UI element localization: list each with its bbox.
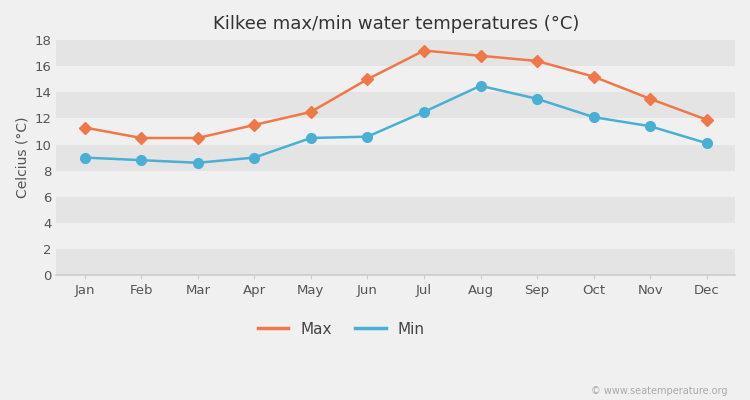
Min	[532, 96, 542, 101]
Min	[363, 134, 372, 139]
Max	[363, 77, 372, 82]
Title: Kilkee max/min water temperatures (°C): Kilkee max/min water temperatures (°C)	[212, 15, 579, 33]
Bar	[56, 40, 735, 66]
Min	[702, 141, 711, 146]
Bar	[56, 197, 735, 223]
Min	[80, 155, 89, 160]
Min	[307, 136, 316, 140]
Legend: Max, Min: Max, Min	[252, 316, 431, 343]
Bar	[56, 171, 735, 197]
Max	[136, 136, 146, 140]
Bar	[56, 223, 735, 249]
Bar	[56, 118, 735, 144]
Min	[250, 155, 259, 160]
Max	[419, 48, 428, 53]
Min	[646, 124, 655, 129]
Max	[194, 136, 202, 140]
Min	[476, 83, 485, 88]
Max	[532, 58, 542, 63]
Min	[194, 160, 202, 165]
Min	[419, 110, 428, 114]
Max	[646, 96, 655, 101]
Bar	[56, 144, 735, 171]
Line: Min: Min	[80, 81, 712, 168]
Max	[80, 125, 89, 130]
Bar	[56, 249, 735, 275]
Max	[590, 74, 598, 79]
Text: © www.seatemperature.org: © www.seatemperature.org	[591, 386, 728, 396]
Y-axis label: Celcius (°C): Celcius (°C)	[15, 117, 29, 198]
Bar	[56, 66, 735, 92]
Line: Max: Max	[80, 46, 711, 142]
Min	[136, 158, 146, 162]
Max	[250, 122, 259, 127]
Max	[702, 117, 711, 122]
Max	[307, 110, 316, 114]
Min	[590, 115, 598, 120]
Bar	[56, 92, 735, 118]
Max	[476, 53, 485, 58]
